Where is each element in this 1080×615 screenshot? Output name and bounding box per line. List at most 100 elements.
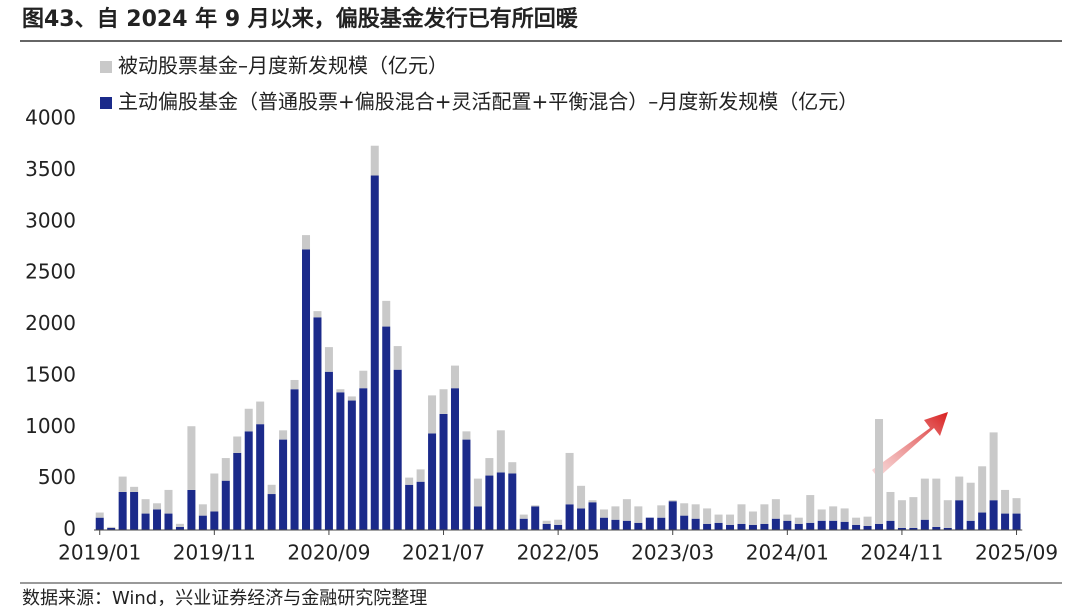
bar-segment bbox=[726, 514, 735, 525]
bar-segment bbox=[691, 504, 700, 519]
bar-segment bbox=[703, 523, 712, 530]
bar-segment bbox=[554, 519, 563, 525]
bar-segment bbox=[611, 519, 620, 530]
bar-segment bbox=[783, 514, 792, 521]
bar-segment bbox=[382, 300, 391, 327]
bar-segment bbox=[588, 500, 597, 503]
bar-segment bbox=[164, 489, 173, 514]
bar-segment bbox=[221, 480, 230, 530]
bar-segment bbox=[210, 511, 219, 530]
bar-segment bbox=[256, 424, 265, 530]
bar-segment bbox=[748, 511, 757, 525]
bar-segment bbox=[794, 523, 803, 530]
bar-segment bbox=[542, 523, 551, 530]
bar-segment bbox=[416, 481, 425, 530]
bar-segment bbox=[221, 458, 230, 481]
legend-swatch bbox=[100, 61, 112, 73]
bar-segment bbox=[829, 506, 838, 521]
bar-segment bbox=[302, 249, 311, 530]
bar-segment bbox=[932, 478, 941, 527]
bar-segment bbox=[863, 525, 872, 530]
bar-segment bbox=[737, 504, 746, 524]
x-tick-label: 2021/07 bbox=[402, 541, 485, 565]
legend-label: 主动偏股基金（普通股票+偏股混合+灵活配置+平衡混合）–月度新发规模（亿元） bbox=[118, 90, 858, 114]
bar-segment bbox=[130, 491, 139, 530]
bar-segment bbox=[1012, 513, 1021, 530]
bar-segment bbox=[622, 499, 631, 521]
bar-segment bbox=[95, 517, 104, 530]
bar-segment bbox=[359, 388, 368, 530]
bar-segment bbox=[302, 235, 311, 250]
x-tick-label: 2025/09 bbox=[975, 541, 1058, 565]
bar-segment bbox=[875, 523, 884, 530]
bar-segment bbox=[668, 500, 677, 502]
bar-segment bbox=[783, 520, 792, 530]
bar-segment bbox=[153, 509, 162, 530]
bar-segment bbox=[313, 311, 322, 318]
y-tick-label: 3500 bbox=[25, 157, 76, 181]
bar-segment bbox=[496, 430, 505, 473]
bar-segment bbox=[267, 494, 276, 530]
bar-segment bbox=[588, 502, 597, 530]
y-tick-label: 4000 bbox=[25, 106, 76, 130]
bar-segment bbox=[748, 524, 757, 530]
bar-segment bbox=[886, 491, 895, 521]
bar-segment bbox=[554, 524, 563, 530]
bar-segment bbox=[920, 478, 929, 520]
bar-segment bbox=[577, 485, 586, 509]
bar-segment bbox=[909, 497, 918, 528]
bar-segment bbox=[233, 436, 242, 453]
bar-segment bbox=[897, 527, 906, 530]
y-tick-label: 500 bbox=[38, 465, 76, 489]
bar-segment bbox=[175, 523, 184, 527]
bar-segment bbox=[955, 476, 964, 501]
trend-arrow bbox=[872, 412, 948, 478]
bar-segment bbox=[1001, 513, 1010, 530]
bar-segment bbox=[771, 518, 780, 530]
bar-segment bbox=[336, 389, 345, 393]
bar-segment bbox=[932, 526, 941, 530]
bar-segment bbox=[920, 519, 929, 530]
chart-title: 图43、自 2024 年 9 月以来，偏股基金发行已有所回暖 bbox=[22, 6, 579, 32]
bar-segment bbox=[599, 517, 608, 530]
bar-segment bbox=[428, 395, 437, 434]
bar-segment bbox=[198, 515, 207, 530]
bar-segment bbox=[909, 527, 918, 530]
bar-segment bbox=[794, 517, 803, 524]
bar-segment bbox=[634, 522, 643, 530]
bar-segment bbox=[875, 419, 884, 524]
bar-segment bbox=[531, 506, 540, 530]
bar-segment bbox=[966, 520, 975, 530]
bar-segment bbox=[737, 523, 746, 530]
bar-segment bbox=[210, 473, 219, 512]
bar-segment bbox=[370, 145, 379, 176]
bar-segment bbox=[565, 452, 574, 505]
bar-segment bbox=[577, 508, 586, 530]
bar-segment bbox=[95, 512, 104, 518]
bar-segment bbox=[840, 508, 849, 522]
bar-segment bbox=[405, 484, 414, 530]
x-tick-label: 2019/11 bbox=[173, 541, 256, 565]
bar-segment bbox=[336, 392, 345, 530]
bar-segment bbox=[496, 472, 505, 530]
bar-segment bbox=[542, 520, 551, 524]
bar-segment bbox=[279, 430, 288, 440]
bar-segment bbox=[439, 413, 448, 530]
bar-segment bbox=[1012, 498, 1021, 514]
bar-segment bbox=[863, 516, 872, 526]
bar-segment bbox=[852, 517, 861, 525]
bar-segment bbox=[450, 388, 459, 530]
bar-segment bbox=[817, 520, 826, 530]
bar-segment bbox=[439, 389, 448, 414]
bar-segment bbox=[347, 396, 356, 401]
bar-segment bbox=[978, 512, 987, 530]
bar-segment bbox=[565, 504, 574, 530]
bar-segment bbox=[943, 500, 952, 528]
y-tick-label: 0 bbox=[63, 517, 76, 541]
bar-segment bbox=[324, 347, 333, 372]
bar-segment bbox=[955, 500, 964, 530]
bar-segment bbox=[290, 389, 299, 530]
x-tick-label: 2024/01 bbox=[746, 541, 829, 565]
bar-segment bbox=[645, 517, 654, 530]
